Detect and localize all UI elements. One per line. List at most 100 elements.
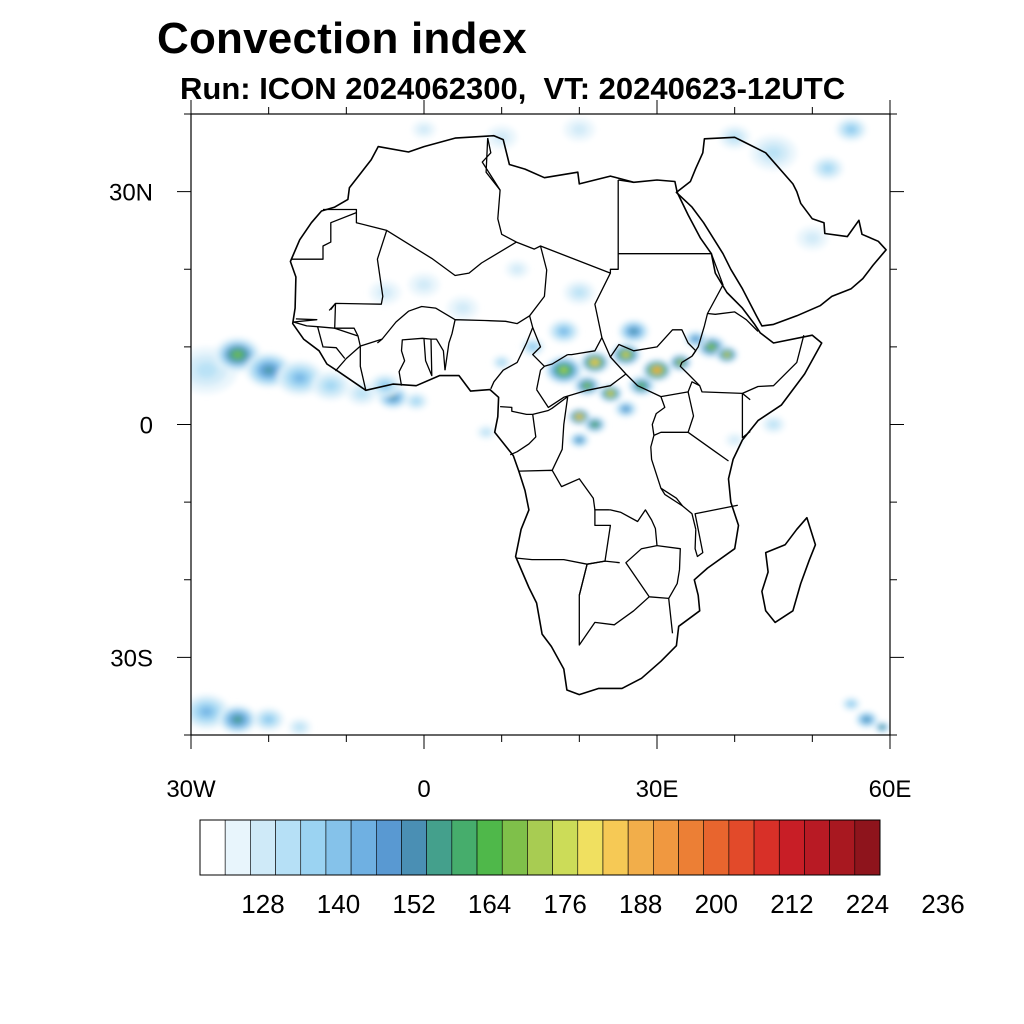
country-border [691,253,724,357]
field-blob-47 [880,726,884,729]
colorbar-swatch [401,819,427,876]
field-blob-20 [623,407,628,411]
field-blob-24 [631,329,637,334]
country-border [423,339,433,377]
colorbar-label: 128 [241,889,284,919]
field-blob-35 [848,127,855,132]
country-border [601,329,697,358]
field-blob-3 [295,375,304,381]
colorbar-swatch [577,819,604,876]
field-blob-40 [571,123,588,136]
field-blob-2 [264,367,273,374]
country-border [551,396,569,471]
country-border [536,373,627,409]
field-blob-48 [769,421,778,428]
colorbar-label: 212 [770,889,813,919]
country-border [398,337,446,386]
colorbar-swatch [300,819,327,876]
country-border [481,137,501,191]
colorbar-swatch [250,819,276,876]
colorbar-swatch [552,819,579,876]
colorbar-swatch [224,819,251,876]
country-border [359,338,383,391]
country-border [707,311,759,332]
country-border [328,302,336,311]
country-border [519,469,609,511]
colorbar-swatch [753,819,780,876]
field-blob-9 [560,367,568,373]
field-blob-10 [592,360,598,365]
country-border [656,544,681,634]
country-border [376,305,456,344]
field-blob-30 [377,286,393,299]
convection-field [191,117,890,735]
country-border [509,414,537,456]
x-tick-label: 30W [166,776,216,803]
plot-frame [190,113,891,736]
field-blob-22 [724,353,729,357]
field-blob-1 [233,351,242,358]
coastlines-layer [289,134,887,696]
country-border [293,318,318,323]
colorbar-swatch [476,819,503,876]
country-border [687,391,729,462]
field-blob-14 [584,383,590,388]
country-border [485,138,517,243]
colorbar-swatch [627,819,654,876]
field-blob-33 [765,146,782,159]
field-blob-21 [708,344,714,349]
country-border [651,396,666,436]
field-blob-0 [196,362,217,378]
colorbar-frame [199,819,881,876]
country-border [334,303,361,372]
colorbar-label: 224 [846,889,889,919]
colorbar-label: 140 [317,889,360,919]
colorbar-swatch [199,819,226,876]
colorbar-label: 236 [921,889,964,919]
country-border [516,180,619,274]
colorbar-swatch [703,819,730,876]
field-blob-26 [530,345,536,349]
field-blob-32 [574,288,585,297]
field-blob-49 [730,436,740,444]
field-blob-6 [390,395,396,400]
chart-title: Convection index [157,14,527,63]
field-blob-23 [693,337,698,341]
country-border [694,504,738,558]
field-blob-28 [455,302,471,314]
y-tick-label: 30S [110,645,153,672]
colorbar-label: 152 [392,889,435,919]
country-border [741,393,751,439]
field-blob-17 [577,415,582,419]
field-blob-27 [499,360,504,365]
country-border [578,560,650,646]
country-border [323,208,517,277]
field-blob-42 [234,717,241,722]
field-blob-43 [265,717,272,722]
country-border [742,335,805,394]
field-blob-50 [483,429,490,435]
field-blob-38 [493,131,510,144]
colorbar-label: 164 [468,889,511,919]
field-blob-25 [561,329,567,334]
field-blob-5 [356,389,368,398]
colorbar-swatch [678,819,705,876]
x-tick-label: 60E [869,776,912,803]
colorbar-swatch [527,819,553,876]
country-border [528,245,569,367]
colorbar-label: 200 [695,889,738,919]
field-blob-15 [608,391,613,396]
field-blob-44 [295,724,304,731]
country-border [625,544,669,600]
field-blob-46 [849,702,854,706]
colorbar: 128 140 152 164 176 188 200 212 224 236 [199,819,965,919]
colorbar-swatch [854,819,881,876]
country-border [586,509,658,565]
colorbar-swatch [375,819,402,876]
country-border [316,326,346,359]
colorbar-swatch [451,819,478,876]
country-border [679,355,701,387]
field-blob-45 [864,718,869,721]
field-blob-11 [623,352,629,357]
country-border [567,272,611,356]
